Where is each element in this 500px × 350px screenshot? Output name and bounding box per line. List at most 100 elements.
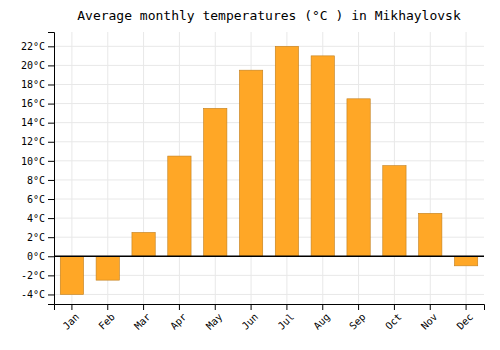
bar	[383, 166, 406, 257]
tick-mark	[48, 294, 54, 295]
tick-mark	[48, 84, 54, 85]
tick: 12°C	[21, 136, 54, 147]
tick: May	[204, 304, 225, 332]
tick-label: Feb	[96, 311, 117, 332]
tick-mark	[48, 275, 54, 276]
tick-label: 12°C	[21, 136, 45, 147]
x-axis: JanFebMarAprMayJunJulAugSepOctNovDec	[55, 304, 485, 332]
tick-label: -4°C	[21, 289, 45, 300]
tick-mark	[286, 304, 287, 310]
tick-label: Oct	[383, 311, 404, 332]
tick: Jun	[240, 304, 261, 332]
tick: Sep	[347, 304, 368, 332]
grid-line	[54, 46, 484, 47]
tick-mark	[48, 237, 54, 238]
tick-label: Sep	[347, 311, 368, 332]
tick: Aug	[311, 304, 332, 332]
grid-line	[54, 179, 484, 180]
tick: 4°C	[27, 213, 54, 224]
grid-line	[54, 122, 484, 123]
tick-mark	[322, 304, 323, 310]
bar	[419, 213, 442, 256]
tick: 2°C	[27, 232, 54, 243]
title: Average monthly temperatures (°C ) in Mi…	[77, 8, 461, 23]
tick: Oct	[383, 304, 404, 332]
grid-line	[54, 294, 484, 295]
tick-label: 10°C	[21, 156, 45, 167]
tick-mark	[394, 304, 395, 310]
tick-mark	[48, 218, 54, 219]
bar	[239, 70, 262, 256]
zero-line	[54, 256, 484, 258]
grid-line	[54, 256, 484, 257]
tick-mark	[48, 161, 54, 162]
bar	[347, 99, 370, 256]
tick: 10°C	[21, 156, 54, 167]
tick: -4°C	[21, 289, 54, 300]
tick: 16°C	[21, 98, 54, 109]
tick-mark	[251, 304, 252, 310]
grid-line	[54, 199, 484, 200]
bar	[204, 108, 227, 256]
tick-mark	[358, 304, 359, 310]
tick-mark	[48, 199, 54, 200]
tick-mark	[48, 104, 54, 105]
tick-label: -2°C	[21, 270, 45, 281]
tick: 18°C	[21, 79, 54, 90]
chart: -4°C -2°C 0°C 2°C 4°C 6°C 8°C 10°C 12°C 14°C 16°C 1…	[0, 0, 500, 350]
tick: Feb	[96, 304, 117, 332]
axis-line	[48, 33, 55, 305]
tick-label: May	[204, 311, 225, 332]
tick-mark	[71, 304, 72, 310]
tick: 8°C	[27, 175, 54, 186]
tick-label: Jul	[276, 311, 297, 332]
tick-label: 14°C	[21, 117, 45, 128]
tick-label: 6°C	[27, 194, 45, 205]
tick: Nov	[419, 304, 440, 332]
tick-mark	[48, 123, 54, 124]
tick-mark	[48, 180, 54, 181]
grid-line	[54, 103, 484, 104]
tick: 6°C	[27, 194, 54, 205]
tick-label: Aug	[311, 311, 332, 332]
tick-label: Dec	[455, 311, 476, 332]
tick-mark	[48, 256, 54, 257]
grid	[54, 32, 484, 304]
plot: -4°C -2°C 0°C 2°C 4°C 6°C 8°C 10°C 12°C 14°C 16°C 1…	[21, 32, 485, 332]
tick-label: Mar	[132, 311, 153, 332]
grid-line	[54, 65, 484, 66]
tick-mark	[466, 304, 467, 310]
tick-label: 0°C	[27, 251, 45, 262]
tick: Apr	[168, 304, 189, 332]
grid-line	[143, 32, 144, 304]
tick-label: 22°C	[21, 41, 45, 52]
tick-mark	[430, 304, 431, 310]
tick-label: 2°C	[27, 232, 45, 243]
tick-label: 16°C	[21, 98, 45, 109]
tick: Jul	[276, 304, 297, 332]
bar	[275, 46, 298, 256]
axis-line	[55, 305, 485, 311]
tick-label: 20°C	[21, 60, 45, 71]
bars	[54, 46, 484, 294]
bar	[168, 156, 191, 256]
tick: Dec	[455, 304, 476, 332]
tick: 22°C	[21, 41, 54, 52]
grid-line	[54, 84, 484, 85]
tick-label: Jun	[240, 311, 261, 332]
tick: -2°C	[21, 270, 54, 281]
bar	[454, 256, 477, 266]
grid-line	[54, 141, 484, 142]
tick-mark	[48, 65, 54, 66]
tick: 20°C	[21, 60, 54, 71]
tick-label: Nov	[419, 311, 440, 332]
tick-mark	[215, 304, 216, 310]
grid-line	[54, 160, 484, 161]
bar	[311, 56, 334, 256]
tick-mark	[107, 304, 108, 310]
tick-label: Apr	[168, 311, 189, 332]
bar	[96, 256, 119, 280]
grid-line	[430, 32, 431, 304]
tick-mark	[179, 304, 180, 310]
tick-label: 8°C	[27, 175, 45, 186]
